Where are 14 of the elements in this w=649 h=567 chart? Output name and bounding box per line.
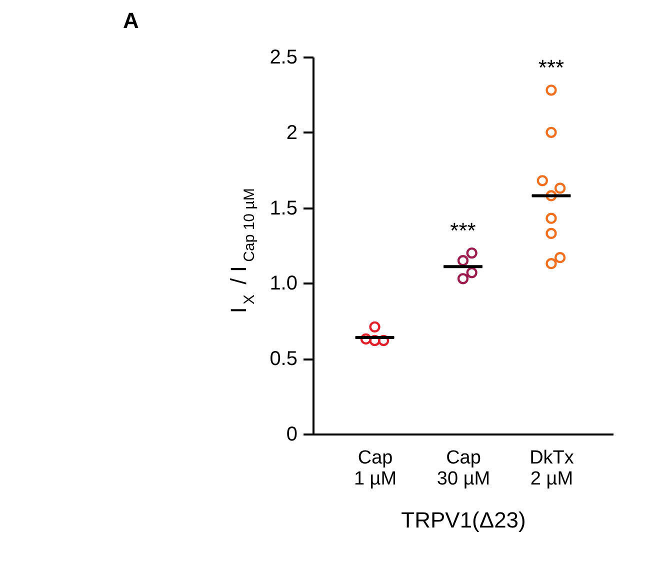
y-tick-label: 0 <box>286 424 298 446</box>
y-tick-label: 0.5 <box>270 348 298 370</box>
y-axis-title: IX / ICap 10 µM <box>226 188 258 314</box>
text: A <box>123 8 139 33</box>
x-tick-label: Cap 1 µM <box>354 448 397 490</box>
annotation: *** <box>538 55 565 80</box>
y-tick-label: 1.0 <box>270 272 298 295</box>
x-tick-label: DkTx 2 µM <box>530 448 574 490</box>
y-tick-label: 2 <box>286 122 298 144</box>
y-tick-label: 1.5 <box>270 197 298 220</box>
annotation: *** <box>450 218 476 244</box>
x-tick-label: Cap 30 µM <box>436 448 490 490</box>
y-tick-label: 2.5 <box>270 46 298 68</box>
x-axis-title: TRPV1(Δ23) <box>401 508 526 532</box>
